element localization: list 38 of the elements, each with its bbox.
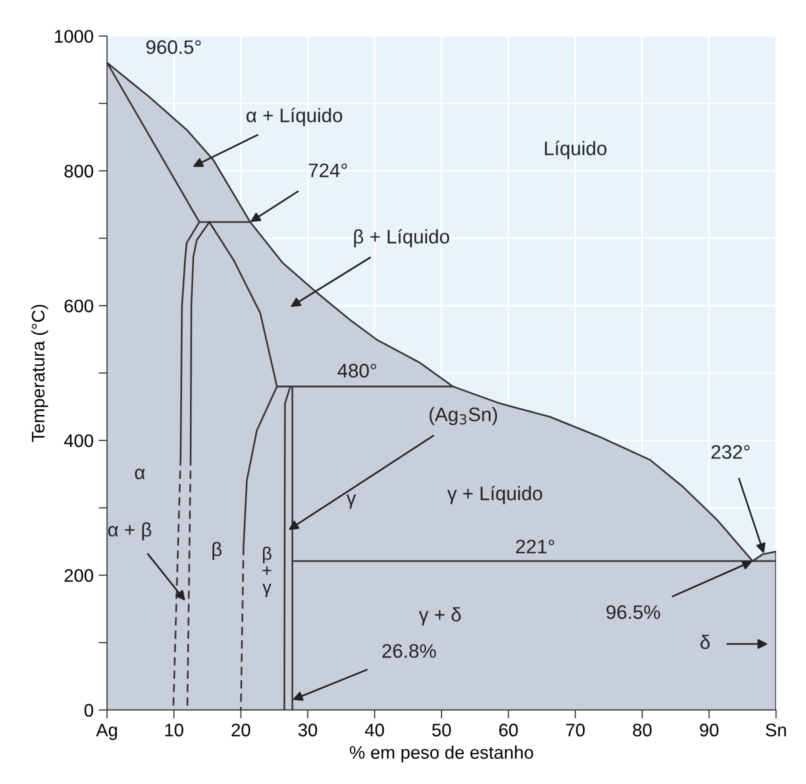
y-axis-title: Temperatura (°C): [31, 304, 48, 442]
x-tick-label: Ag: [96, 724, 117, 740]
annotation: γ + δ: [418, 607, 461, 626]
x-tick-label: 90: [700, 724, 718, 736]
x-tick-label: 10: [165, 724, 184, 736]
annotation: 480°: [338, 364, 376, 378]
annotation: α + β: [108, 522, 152, 540]
annotation: 724°: [308, 164, 347, 178]
x-tick-label: 20: [232, 724, 250, 736]
annotation: γ: [346, 494, 356, 509]
x-tick-label: 80: [632, 724, 652, 736]
y-tick-label: 600: [64, 300, 94, 312]
annotation: 232°: [712, 445, 750, 459]
y-tick-label: 0: [84, 704, 94, 717]
annotation: 26.8%: [382, 644, 436, 658]
x-tick-label: 60: [499, 724, 518, 736]
annotation: Líquido: [545, 140, 606, 160]
x-tick-label: 70: [566, 724, 585, 736]
x-tick-label: Sn: [766, 724, 786, 736]
annotation: 96.5%: [606, 605, 660, 620]
annotation: γ + Líquido: [447, 486, 542, 504]
annotation: α: [135, 468, 145, 480]
x-tick-label: 40: [365, 724, 384, 736]
y-tick-label: 800: [64, 164, 94, 178]
annotation: (Ag$_{3}$Sn): [430, 407, 498, 426]
annotation: β: [212, 542, 222, 560]
annotation: α + Líquido: [246, 108, 342, 126]
x-tick-label: 30: [298, 724, 318, 736]
y-tick-label: 400: [64, 434, 94, 448]
annotation: δ: [700, 634, 710, 650]
y-tick-label: 1000: [55, 30, 94, 43]
annotation: 221°: [516, 540, 554, 554]
annotation: β + γ: [262, 546, 272, 598]
x-tick-label: 50: [432, 724, 451, 736]
annotation: 960.5°: [146, 40, 201, 54]
x-axis-title: % em peso de estanho: [350, 746, 534, 762]
y-tick-label: 200: [64, 569, 94, 582]
annotation: β + Líquido: [354, 229, 450, 248]
